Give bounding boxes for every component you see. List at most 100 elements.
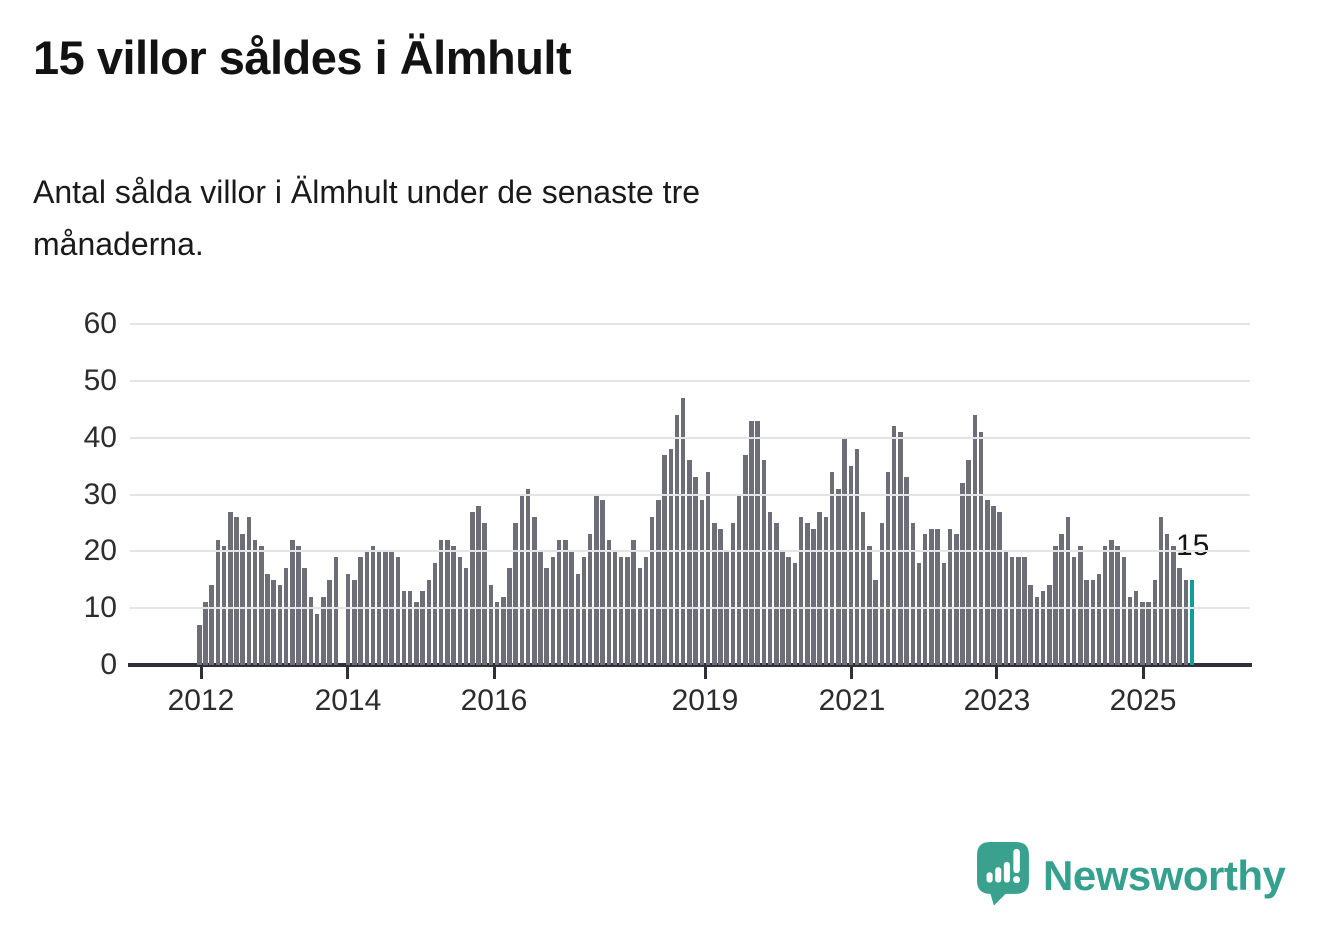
bar xyxy=(482,522,487,665)
bar xyxy=(265,574,270,665)
bar xyxy=(662,454,667,665)
bar xyxy=(885,471,891,665)
bar xyxy=(215,539,221,665)
bar xyxy=(749,420,754,665)
x-tick-mark xyxy=(346,667,350,679)
bar xyxy=(550,557,556,665)
bar xyxy=(786,557,791,665)
bar xyxy=(438,539,444,665)
bar xyxy=(414,602,419,665)
y-tick-label: 20 xyxy=(83,534,117,568)
bar xyxy=(848,466,854,665)
page-title: 15 villor såldes i Älmhult xyxy=(33,31,572,84)
bar xyxy=(1022,557,1027,665)
bar xyxy=(606,539,612,665)
bar xyxy=(997,511,1002,665)
bar xyxy=(1034,596,1040,665)
bar xyxy=(712,522,717,665)
bar xyxy=(290,539,295,665)
bar xyxy=(352,579,357,665)
bar xyxy=(1183,579,1189,665)
bar xyxy=(1164,534,1170,665)
bar xyxy=(513,522,518,665)
bar xyxy=(829,471,835,665)
y-tick-label: 0 xyxy=(100,648,117,681)
bar xyxy=(308,596,314,665)
bar xyxy=(699,500,705,665)
bar xyxy=(1133,591,1139,665)
bar xyxy=(941,562,947,665)
bar xyxy=(798,517,804,665)
bar xyxy=(910,522,916,665)
bar xyxy=(898,431,903,665)
bar xyxy=(277,585,283,665)
bar xyxy=(221,545,227,665)
bar xyxy=(1152,579,1158,665)
bar xyxy=(314,613,320,665)
bar xyxy=(649,517,655,665)
x-tick-label: 2012 xyxy=(167,684,235,717)
x-tick-mark xyxy=(199,667,203,679)
bar xyxy=(718,528,723,665)
bar xyxy=(811,528,816,665)
page-subtitle: Antal sålda villor i Älmhult under de se… xyxy=(33,166,700,270)
bar xyxy=(563,539,568,665)
bar xyxy=(966,460,971,665)
x-axis: 2012 2014 2016 2019 2021 2023 2025 xyxy=(130,665,1250,735)
bar xyxy=(960,483,965,665)
bar xyxy=(407,591,413,665)
bar xyxy=(451,545,456,665)
bar xyxy=(991,505,996,665)
bar xyxy=(327,579,332,665)
bar xyxy=(836,488,841,665)
bar xyxy=(1121,557,1127,665)
bar xyxy=(767,511,773,665)
bar xyxy=(1047,585,1052,665)
bar xyxy=(805,522,810,665)
bar xyxy=(985,500,990,665)
bar xyxy=(600,500,605,665)
x-tick-mark xyxy=(492,667,496,679)
x-tick-label: 2016 xyxy=(460,684,528,717)
bar xyxy=(333,557,338,665)
bar xyxy=(1115,545,1120,665)
bar xyxy=(693,477,698,665)
bar xyxy=(817,511,822,665)
newsworthy-logo-icon xyxy=(977,842,1029,906)
x-tick-mark xyxy=(995,667,999,679)
bar xyxy=(1016,557,1021,665)
bar xyxy=(935,528,940,665)
x-tick-label: 2019 xyxy=(671,684,739,717)
bar xyxy=(755,420,760,665)
x-axis-line xyxy=(128,663,1252,667)
bar xyxy=(370,545,376,665)
bar xyxy=(1158,517,1164,665)
bar xyxy=(674,414,680,665)
bar xyxy=(594,494,599,665)
bar xyxy=(271,579,276,665)
bar xyxy=(420,591,425,665)
bar xyxy=(761,460,767,665)
bar xyxy=(705,471,711,665)
bar xyxy=(532,517,537,665)
bar xyxy=(234,517,239,665)
bar xyxy=(854,449,860,665)
bar xyxy=(1146,602,1151,665)
y-axis-labels: 0 10 20 30 40 50 60 xyxy=(40,300,117,700)
bar xyxy=(873,579,878,665)
bar xyxy=(463,568,469,665)
bar xyxy=(283,568,289,665)
bar xyxy=(556,539,562,665)
bar xyxy=(860,511,866,665)
bar xyxy=(575,574,580,665)
bar xyxy=(643,557,649,665)
bar xyxy=(879,522,885,665)
bar xyxy=(867,545,872,665)
subtitle-line-2: månaderna. xyxy=(33,226,204,262)
bar xyxy=(1078,545,1083,665)
bar xyxy=(1090,579,1095,665)
bar xyxy=(501,596,506,665)
bar xyxy=(823,517,829,665)
x-tick-label: 2021 xyxy=(818,684,886,717)
bar xyxy=(736,494,742,665)
